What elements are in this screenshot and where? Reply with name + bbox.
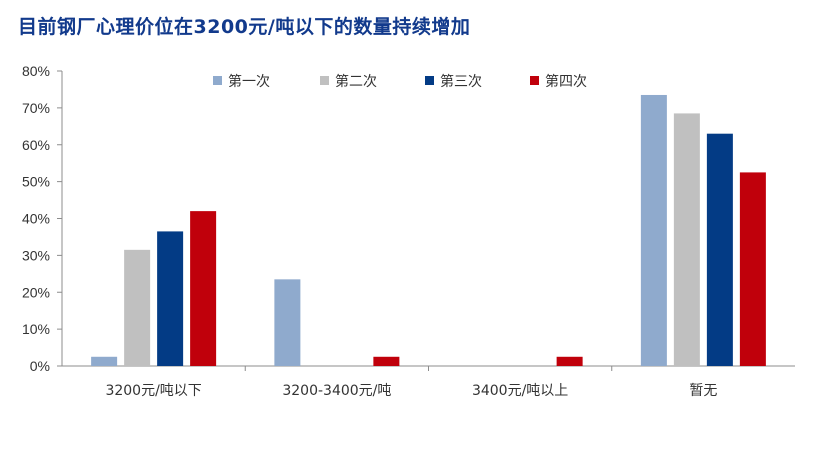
y-tick-label: 30% xyxy=(22,247,50,263)
bar xyxy=(124,249,151,366)
x-category-label: 3200-3400元/吨 xyxy=(282,383,391,399)
y-tick-label: 20% xyxy=(22,284,50,300)
bar xyxy=(556,356,583,366)
bar xyxy=(91,356,118,366)
legend-swatch xyxy=(530,76,539,85)
axes: 0% 10% 20% 30% 40% 50% 60% 70% 80% 3200元/吨以下 3200-… xyxy=(22,63,795,399)
legend-label: 第一次 xyxy=(228,73,270,90)
legend-swatch xyxy=(213,76,222,85)
y-tick-label: 40% xyxy=(22,211,50,227)
legend-label: 第四次 xyxy=(545,73,587,90)
x-category-label: 暂无 xyxy=(689,383,717,399)
y-tick-label: 70% xyxy=(22,100,50,116)
bar xyxy=(274,279,301,366)
bar xyxy=(739,172,766,366)
legend-label: 第二次 xyxy=(335,73,377,90)
x-category-label: 3400元/吨以上 xyxy=(472,383,568,399)
legend-label: 第三次 xyxy=(440,73,482,90)
legend-swatch xyxy=(320,76,329,85)
bar xyxy=(706,133,733,366)
y-tick-label: 0% xyxy=(30,358,50,374)
legend: 第一次 第二次 第三次 第四次 xyxy=(213,73,587,90)
bars xyxy=(91,94,766,366)
bar xyxy=(640,94,667,366)
y-tick-label: 10% xyxy=(22,321,50,337)
y-tick-label: 80% xyxy=(22,63,50,79)
bar xyxy=(673,113,700,366)
chart-title: 目前钢厂心理价位在3200元/吨以下的数量持续增加 xyxy=(18,16,471,38)
bar xyxy=(190,211,217,366)
y-tick-label: 50% xyxy=(22,174,50,190)
x-category-label: 3200元/吨以下 xyxy=(105,383,201,399)
bar xyxy=(157,231,184,366)
legend-swatch xyxy=(425,76,434,85)
bar xyxy=(373,356,400,366)
y-tick-label: 60% xyxy=(22,137,50,153)
